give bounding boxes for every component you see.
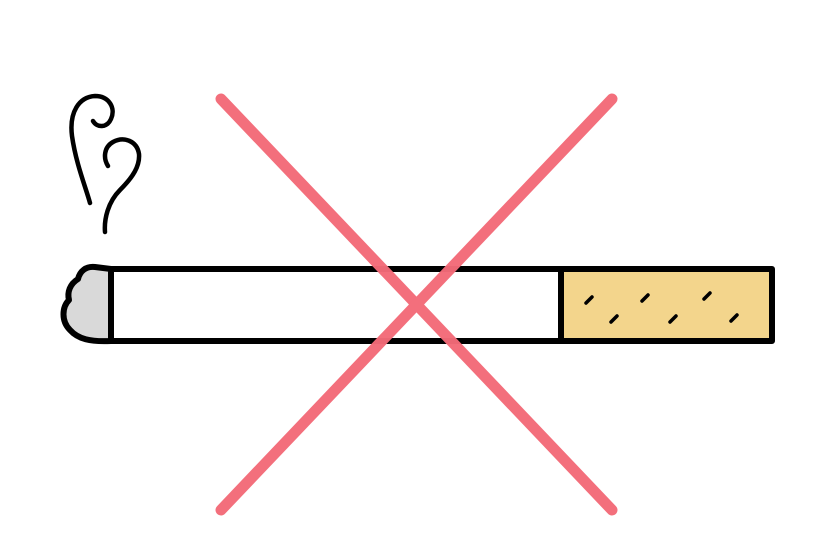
- cigarette-filter: [561, 269, 772, 341]
- cigarette-ash-tip: [64, 267, 112, 341]
- cigarette-paper: [108, 269, 564, 341]
- smoke-wisp-right: [105, 139, 139, 232]
- smoke-icon: [71, 96, 139, 232]
